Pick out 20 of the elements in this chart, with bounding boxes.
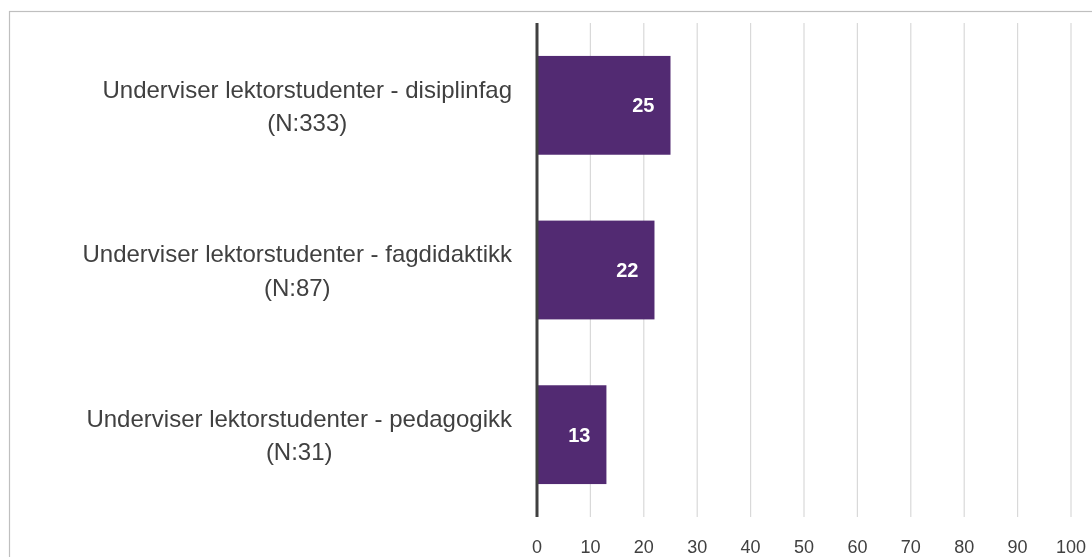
x-tick-label: 100 xyxy=(1055,537,1087,557)
x-tick-label: 70 xyxy=(900,537,921,557)
bar xyxy=(537,55,671,155)
data-label: 25 xyxy=(632,94,655,117)
x-tick-label: 40 xyxy=(740,537,761,557)
x-tick-label: 60 xyxy=(847,537,868,557)
x-tick-label: 0 xyxy=(531,537,543,557)
x-tick-label: 10 xyxy=(580,537,601,557)
y-tick-label: Underviser lektorstudenter - fagdidaktikk (N:87) xyxy=(82,239,513,301)
x-tick-label: 50 xyxy=(793,537,815,557)
bar xyxy=(537,220,655,320)
x-tick-label: 80 xyxy=(954,537,975,557)
data-label: 13 xyxy=(568,423,591,446)
x-tick-label: 30 xyxy=(687,537,708,557)
bar xyxy=(537,385,607,485)
y-tick-label: Underviser lektorstudenter - pedagogikk (N:31) xyxy=(86,404,513,465)
x-tick-label: 20 xyxy=(633,537,654,557)
x-tick-label: 90 xyxy=(1007,537,1028,557)
data-label: 22 xyxy=(616,259,639,281)
y-tick-label: Underviser lektorstudenter - disiplinfag (N:333) xyxy=(102,75,512,136)
